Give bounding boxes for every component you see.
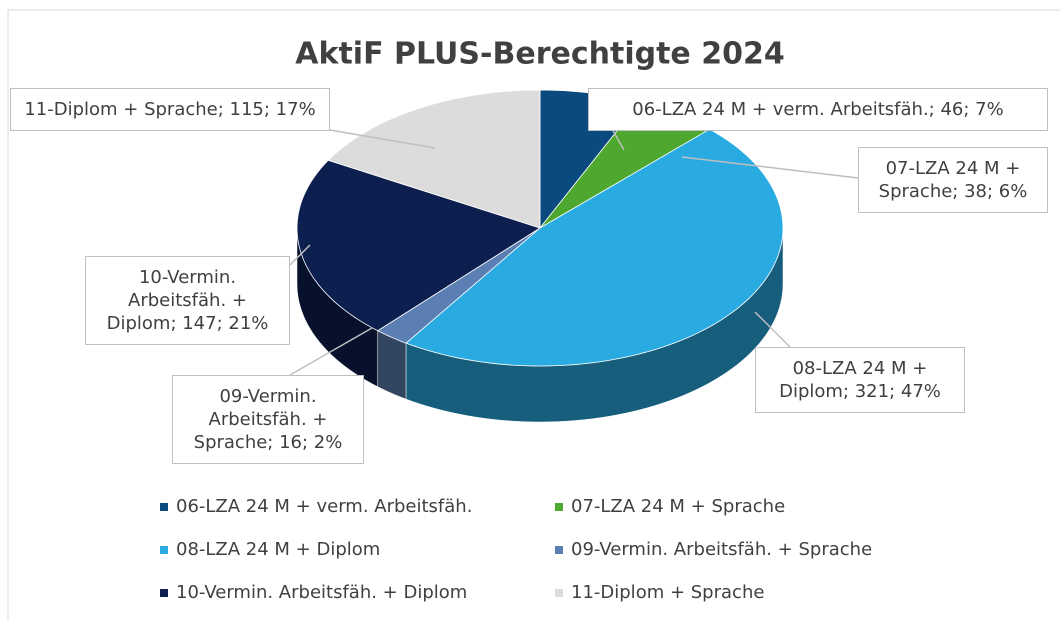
pie-slice [327,89,541,229]
legend-label: 08-LZA 24 M + Diplom [176,539,380,560]
legend-label: 07-LZA 24 M + Sprache [571,496,785,517]
pie-slice [405,128,784,367]
leader-line [681,156,859,179]
leader-line [329,129,436,149]
data-label: 08-LZA 24 M + Diplom; 321; 47% [755,347,965,413]
legend-swatch [555,503,563,511]
legend-swatch [160,503,168,511]
legend-label: 06-LZA 24 M + verm. Arbeitsfäh. [176,496,472,517]
chart-border [7,9,1060,621]
legend-label: 10-Vermin. Arbeitsfäh. + Diplom [176,582,467,603]
data-label: 07-LZA 24 M + Sprache; 38; 6% [858,147,1048,213]
legend-swatch [555,546,563,554]
data-label: 11-Diplom + Sprache; 115; 17% [10,88,330,131]
pie-slice [376,227,541,344]
legend-swatch [555,589,563,597]
pie-slice [296,159,541,332]
legend-swatch [160,546,168,554]
data-label: 10-Vermin. Arbeitsfäh. + Diplom; 147; 21… [85,256,290,345]
legend-swatch [160,589,168,597]
data-label: 09-Vermin. Arbeitsfäh. + Sprache; 16; 2% [172,375,364,464]
leader-line [754,311,791,348]
legend-label: 09-Vermin. Arbeitsfäh. + Sprache [571,539,872,560]
data-label: 06-LZA 24 M + verm. Arbeitsfäh.; 46; 7% [588,88,1048,131]
leader-line [289,327,373,376]
legend-label: 11-Diplom + Sprache [571,582,764,603]
chart-title: AktiF PLUS-Berechtigte 2024 [295,37,784,72]
leader-line [289,244,311,266]
